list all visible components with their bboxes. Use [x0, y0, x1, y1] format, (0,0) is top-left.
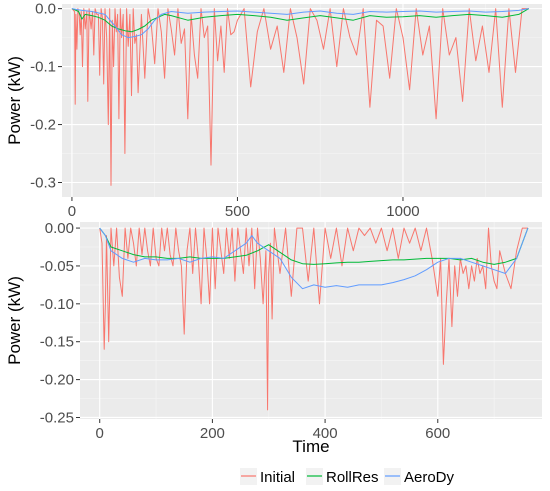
chart-top: 0.0 -0.1 -0.2 -0.3 0 500 1000 Power (kW) [5, 1, 542, 220]
y-tick-label: -0.15 [40, 334, 74, 351]
x-axis-title: Time [292, 437, 329, 456]
plot-panel [62, 4, 542, 197]
series-line-initial [99, 227, 528, 411]
x-tick-label: 0 [68, 203, 76, 220]
y-tick-label: 0.00 [45, 220, 74, 237]
y-axis-title: Power (kW) [5, 276, 24, 365]
y-tick-label: -0.05 [40, 258, 74, 275]
y-tick-label: -0.2 [30, 117, 56, 134]
y-tick-label: -0.25 [40, 409, 74, 426]
y-tick-label: 0.0 [35, 1, 56, 18]
series-line-aerody [71, 8, 529, 39]
series-line-aerody [99, 227, 529, 290]
x-tick-label: 200 [200, 425, 225, 442]
x-tick-label: 1000 [386, 203, 419, 220]
x-tick-label: 0 [96, 425, 104, 442]
series-line-rollres [99, 227, 529, 265]
y-tick-label: -0.3 [30, 175, 56, 192]
x-tick-label: 400 [313, 425, 338, 442]
chart-bottom: 0.00 -0.05 -0.10 -0.15 -0.20 -0.25 0 200 400 600 P… [5, 220, 542, 456]
y-axis-title: Power (kW) [5, 56, 24, 145]
y-tick-label: -0.1 [30, 59, 56, 76]
legend: Initial RollRes AeroDy [240, 468, 455, 486]
series-line-initial [71, 8, 529, 186]
x-tick-label: 600 [425, 425, 450, 442]
legend-label-rollres: RollRes [326, 469, 379, 486]
series-line-rollres [71, 8, 530, 33]
legend-label-aerody: AeroDy [404, 469, 455, 486]
x-tick-label: 500 [225, 203, 250, 220]
y-tick-label: -0.20 [40, 372, 74, 389]
legend-label-initial: Initial [260, 469, 295, 486]
y-tick-label: -0.10 [40, 296, 74, 313]
